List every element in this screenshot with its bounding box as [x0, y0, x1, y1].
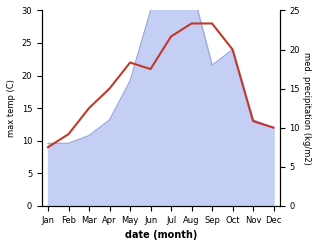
Y-axis label: max temp (C): max temp (C)	[7, 79, 16, 137]
Y-axis label: med. precipitation (kg/m2): med. precipitation (kg/m2)	[302, 52, 311, 165]
X-axis label: date (month): date (month)	[125, 230, 197, 240]
